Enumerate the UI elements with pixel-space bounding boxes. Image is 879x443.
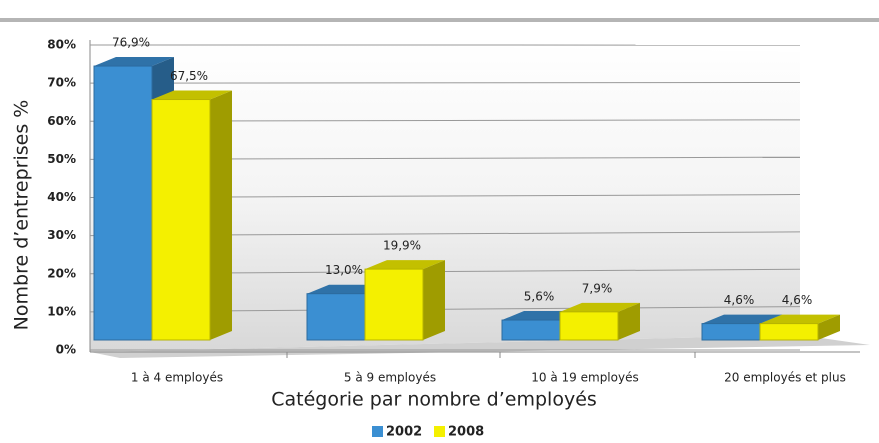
y-tick-label: 70% <box>47 76 76 90</box>
bar <box>501 319 561 341</box>
x-tick-label: 20 employés et plus <box>724 371 846 385</box>
bar <box>759 323 819 341</box>
bar-side <box>818 314 840 340</box>
value-label: 5,6% <box>524 290 555 304</box>
bar <box>151 99 211 341</box>
y-tick-label: 30% <box>47 228 76 242</box>
value-label: 4,6% <box>782 293 813 307</box>
x-axis-title: Catégorie par nombre d’employés <box>271 389 597 411</box>
legend-label: 2008 <box>448 425 484 440</box>
y-axis-title: Nombre d’entreprises % <box>11 100 33 331</box>
y-tick-label: 20% <box>47 266 76 280</box>
bar-side <box>618 302 640 340</box>
legend-swatch <box>434 426 445 437</box>
bar-side <box>423 260 445 340</box>
x-tick-label: 10 à 19 employés <box>531 371 638 385</box>
y-tick-label: 40% <box>47 190 76 204</box>
bar <box>701 323 761 341</box>
y-tick-label: 60% <box>47 114 76 128</box>
value-label: 4,6% <box>724 293 755 307</box>
grid-line <box>89 81 801 84</box>
bar-top <box>94 57 174 67</box>
bar-top <box>365 260 445 270</box>
bar <box>93 65 153 341</box>
bar-top <box>560 302 640 312</box>
bar <box>306 293 366 341</box>
bar-side <box>210 90 232 340</box>
y-tick-label: 80% <box>47 38 76 52</box>
legend-label: 2002 <box>386 425 422 440</box>
bar-top <box>152 90 232 100</box>
top-rule <box>0 18 879 22</box>
y-tick-label: 0% <box>56 343 76 357</box>
value-label: 19,9% <box>383 239 421 253</box>
value-label: 13,0% <box>325 263 363 277</box>
bar <box>364 268 424 341</box>
x-tick-label: 5 à 9 employés <box>344 371 436 385</box>
x-tick-label: 1 à 4 employés <box>131 371 223 385</box>
value-label: 67,5% <box>170 69 208 83</box>
bar-top <box>760 314 840 324</box>
value-label: 7,9% <box>582 281 613 295</box>
bar-top <box>702 314 782 324</box>
legend-swatch <box>372 426 383 437</box>
y-tick-label: 10% <box>47 304 76 318</box>
y-tick-label: 50% <box>47 152 76 166</box>
value-label: 76,9% <box>112 36 150 50</box>
bar <box>559 311 619 341</box>
